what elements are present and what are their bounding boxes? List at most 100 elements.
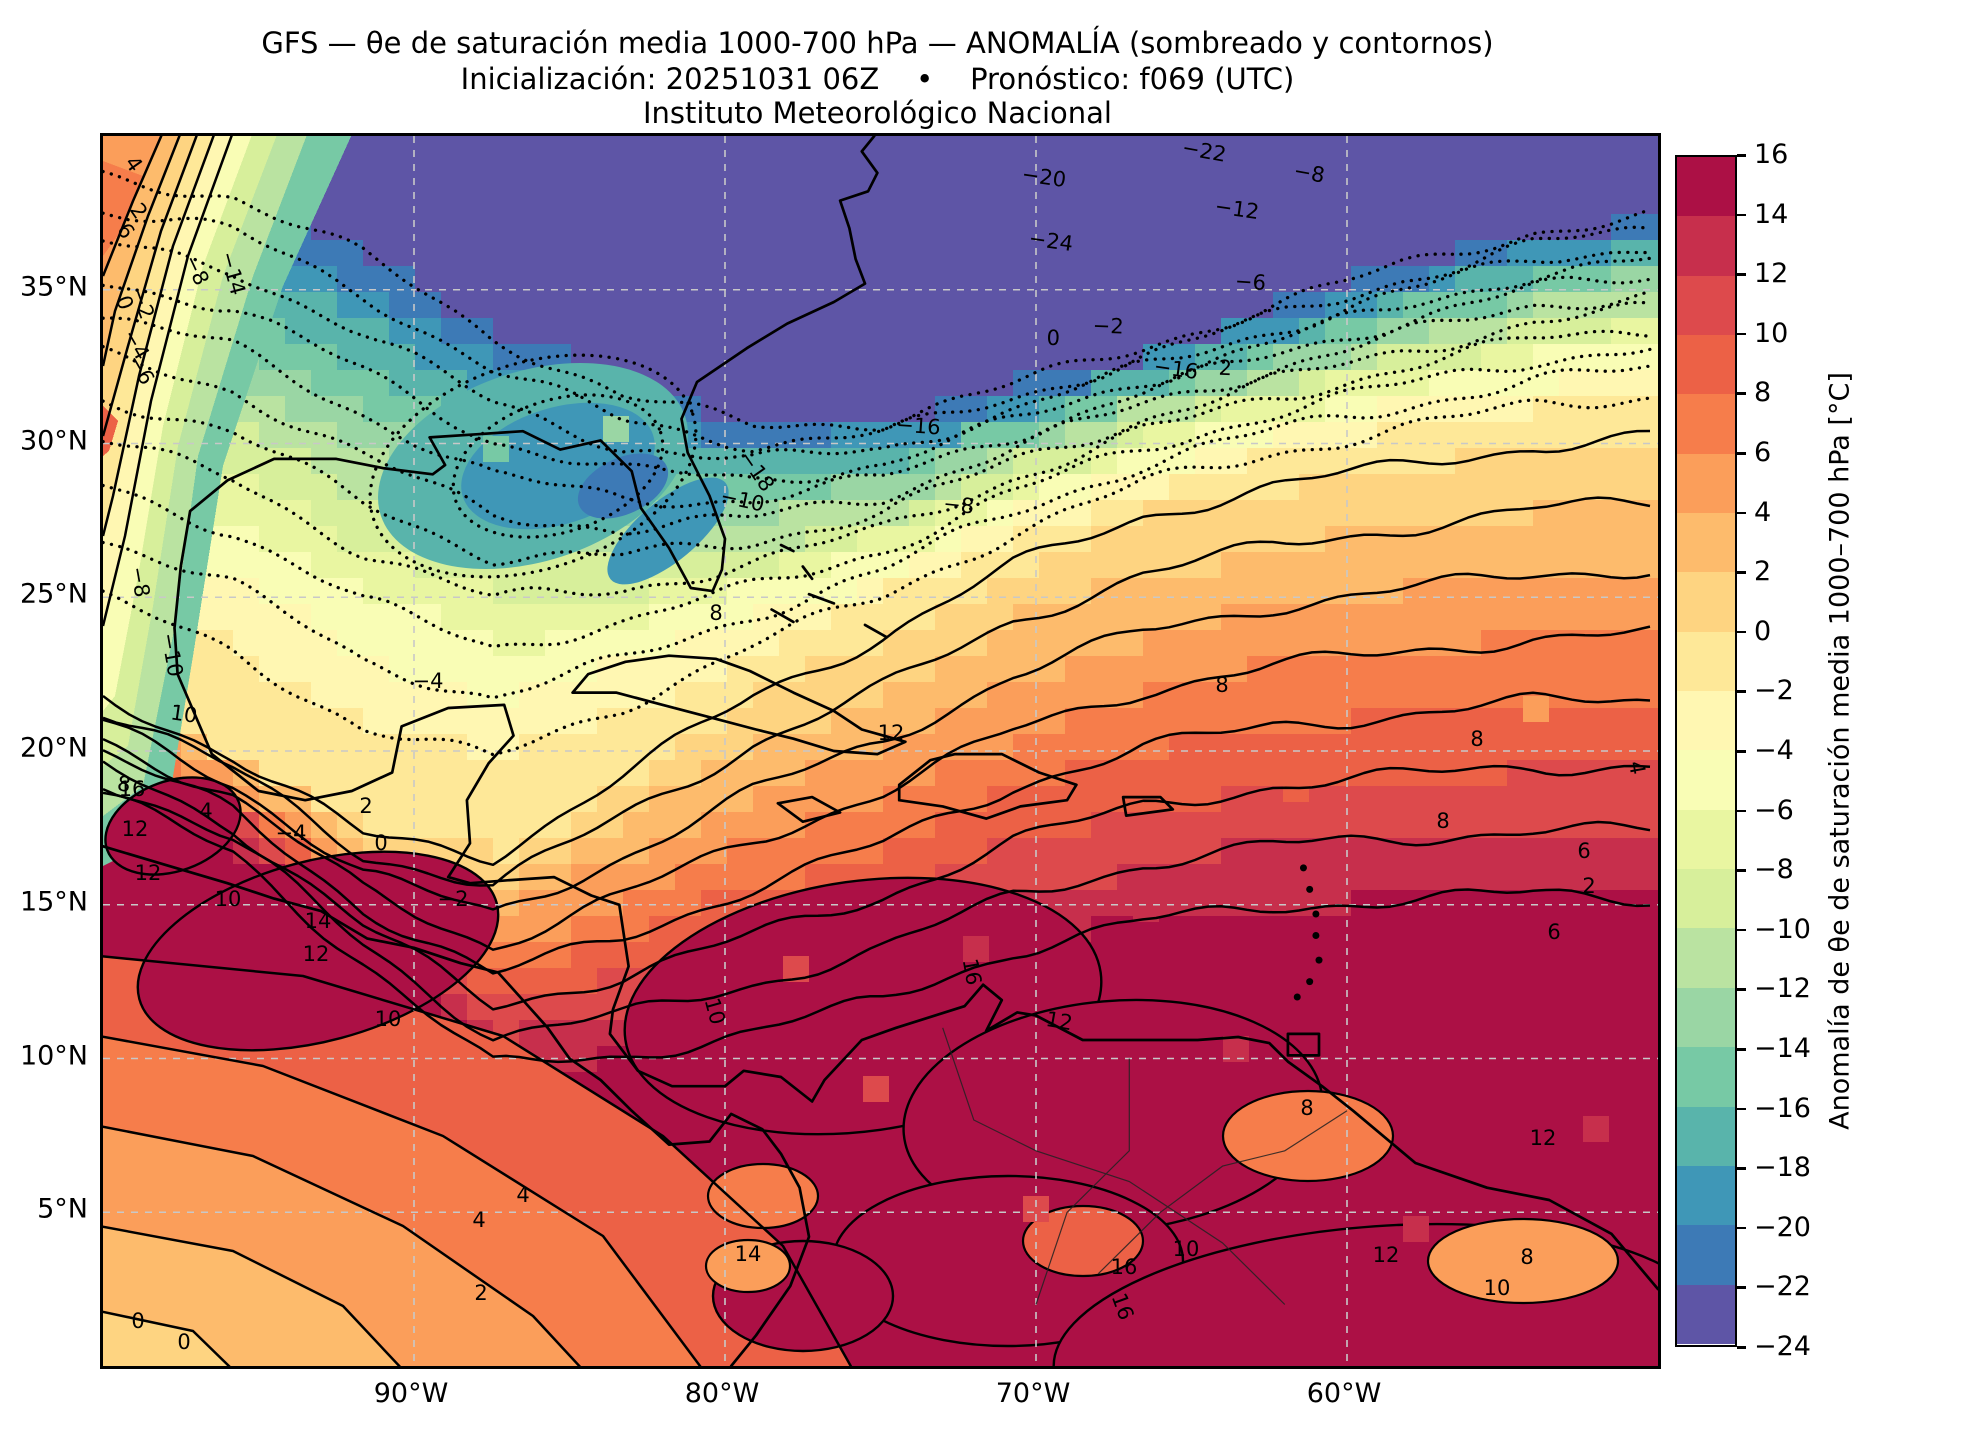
contour-label: −2: [438, 887, 469, 911]
colorbar-axis-label: Anomalía de θe de saturación media 1000–…: [1824, 372, 1856, 1130]
colorbar-segment: [1677, 335, 1735, 395]
colorbar-segment: [1677, 1165, 1735, 1226]
colorbar-segment: [1677, 275, 1735, 336]
colorbar-segment: [1677, 809, 1735, 870]
colorbar-segment: [1677, 1225, 1735, 1285]
colorbar-tick-label: −4: [1754, 734, 1794, 766]
contour-label: 4: [199, 799, 212, 823]
contour-label: 16: [119, 777, 146, 801]
y-tick-label: 5°N: [37, 1193, 88, 1225]
colorbar-segment: [1677, 216, 1735, 276]
colorbar-segment: [1677, 1047, 1735, 1107]
contour-label: 12: [1044, 1007, 1074, 1035]
colorbar-segment: [1677, 1284, 1735, 1344]
contour-label: 2: [1582, 874, 1595, 898]
colorbar-tick-mark: [1737, 630, 1746, 634]
x-tick-label: 70°W: [995, 1378, 1071, 1409]
contour-label: 2: [1218, 356, 1232, 380]
contour-label: −8: [125, 564, 154, 599]
contour-label: 2: [474, 1281, 487, 1305]
contour-label: 12: [878, 721, 905, 745]
colorbar-tick-mark: [1737, 1167, 1746, 1170]
contour-label: 12: [303, 942, 330, 966]
colorbar-tick-mark: [1737, 988, 1746, 991]
colorbar-tick-mark: [1737, 750, 1746, 753]
anomaly-map: −24−22−20 −8−12−16−16−18−10 −8−6−202−4−4−2…: [103, 136, 1658, 1366]
y-tick-label: 35°N: [19, 271, 88, 303]
contour-label: −4: [276, 821, 307, 845]
contour-label: 8: [1470, 727, 1483, 751]
colorbar-segment: [1677, 453, 1735, 514]
colorbar-tick-label: −10: [1754, 913, 1811, 945]
contour-label: 8: [1436, 809, 1449, 833]
colorbar-tick-label: −8: [1754, 854, 1794, 886]
colorbar-tick-mark: [1737, 452, 1746, 455]
contour-label: 6: [1577, 839, 1590, 863]
colorbar-tick-mark: [1737, 1346, 1746, 1349]
contour-label: −20: [1020, 162, 1067, 192]
contour-label: 8: [709, 601, 722, 625]
contour-label: 8: [1520, 1245, 1533, 1269]
colorbar-tick-mark: [1737, 511, 1746, 515]
contour-label: 6: [1547, 920, 1560, 944]
plot-title: GFS — θe de saturación media 1000-700 hP…: [261, 26, 1494, 60]
colorbar-tick-label: −16: [1754, 1092, 1811, 1124]
y-tick-label: 30°N: [19, 425, 88, 456]
colorbar-tick-mark: [1737, 869, 1746, 872]
contour-label: 4: [516, 1183, 529, 1207]
map-plot-area: −24 −22 −20 −8 −12 −16 −16 −18 −10 −8 −6 −2 0 2 −4 −4 −2…: [100, 133, 1661, 1369]
colorbar: [1675, 155, 1737, 1347]
colorbar-segment: [1677, 513, 1735, 573]
y-tick-label: 10°N: [19, 1040, 88, 1071]
contour-label: 12: [135, 861, 162, 885]
colorbar-tick-label: 12: [1754, 258, 1789, 290]
colorbar-tick-mark: [1737, 392, 1746, 395]
y-tick-label: 25°N: [19, 578, 88, 610]
contour-label: −24: [1027, 226, 1074, 256]
contour-label: −4: [413, 669, 444, 693]
x-tick-label: 60°W: [1306, 1378, 1382, 1409]
contour-label: 12: [1373, 1243, 1400, 1267]
contour-label: 8: [1300, 1096, 1313, 1120]
colorbar-tick-label: −24: [1754, 1330, 1811, 1362]
contour-label: −22: [1180, 136, 1228, 167]
y-tick-label: 20°N: [19, 732, 88, 764]
colorbar-tick-label: 0: [1754, 615, 1772, 647]
colorbar-tick-mark: [1737, 1286, 1746, 1289]
colorbar-tick-label: −22: [1754, 1271, 1811, 1303]
contour-label: 4: [472, 1208, 485, 1232]
contour-label: −2: [1092, 313, 1124, 338]
colorbar-tick-label: 8: [1754, 377, 1772, 409]
contour-label: −6: [1234, 269, 1267, 295]
contour-label: −8: [1292, 159, 1327, 188]
colorbar-tick-mark: [1737, 332, 1746, 336]
colorbar-tick-mark: [1737, 213, 1746, 217]
colorbar-tick-label: 2: [1754, 556, 1772, 588]
contour-label: 10: [215, 887, 242, 911]
contour-label: 14: [305, 909, 332, 933]
colorbar-tick-label: −14: [1754, 1032, 1811, 1064]
colorbar-tick-label: 16: [1754, 138, 1789, 170]
contour-label: 16: [958, 957, 986, 987]
colorbar-segment: [1677, 691, 1735, 751]
contour-label: 2: [359, 794, 372, 818]
contour-label: 8: [1215, 673, 1228, 697]
colorbar-segment: [1677, 987, 1735, 1048]
colorbar-segment: [1677, 928, 1735, 988]
contour-label: 12: [1530, 1126, 1557, 1150]
colorbar-tick-label: 4: [1754, 496, 1772, 528]
contour-label: 0: [1046, 326, 1060, 350]
contour-label: −12: [1213, 194, 1260, 224]
colorbar-tick-mark: [1737, 928, 1746, 932]
colorbar-tick-label: 6: [1754, 436, 1772, 468]
colorbar-segment: [1677, 572, 1735, 632]
colorbar-tick-mark: [1737, 273, 1746, 276]
contour-label: 14: [735, 1242, 762, 1266]
contour-label: 8: [116, 771, 133, 797]
colorbar-tick-label: −2: [1754, 675, 1794, 707]
colorbar-segment: [1677, 750, 1735, 810]
contour-label: −8: [942, 491, 975, 518]
colorbar-tick-label: −6: [1754, 794, 1794, 826]
contour-label: 0: [374, 831, 387, 855]
